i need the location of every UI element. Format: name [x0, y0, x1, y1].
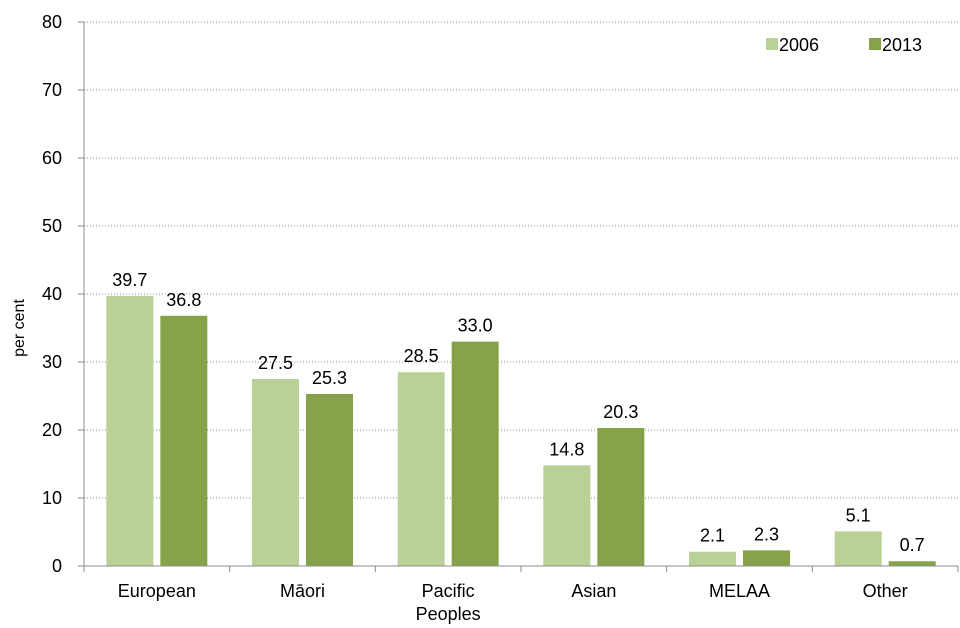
legend-swatch-2013: [869, 38, 881, 50]
data-label: 39.7: [112, 270, 147, 290]
y-tick-label: 30: [42, 352, 62, 372]
data-label: 2.3: [754, 524, 779, 544]
legend-label: 2013: [882, 35, 922, 55]
y-tick-label: 80: [42, 12, 62, 32]
x-axis-labels: European Māori Pacific Peoples Asian MELAA Oth…: [118, 581, 908, 624]
data-label: 2.1: [700, 526, 725, 546]
y-axis-ticks: 0 10 20 30 40 50 60 70 80: [42, 12, 84, 576]
axes: [83, 22, 959, 572]
bar-2013: [597, 427, 645, 566]
bar-2006: [252, 379, 299, 566]
y-tick-label: 50: [42, 216, 62, 236]
bar-2006: [397, 372, 445, 566]
bar-2013: [451, 341, 499, 566]
data-label: 5.1: [846, 505, 871, 525]
bar-2013: [160, 315, 208, 566]
bar-2006: [543, 465, 591, 566]
bar-2006: [689, 551, 736, 566]
bar-2006: [834, 531, 882, 566]
y-tick-label: 70: [42, 80, 62, 100]
data-label: 0.7: [900, 535, 925, 555]
gridlines: [84, 21, 958, 499]
y-tick-label: 10: [42, 488, 62, 508]
data-label: 25.3: [312, 368, 347, 388]
bar-2013: [888, 561, 936, 566]
y-tick-label: 0: [52, 556, 62, 576]
data-labels: 39.7 36.8 27.5 25.3 28.5 33.0 14.8 20.3 2.1 2.3 5.…: [112, 270, 924, 555]
legend-label: 2006: [779, 35, 819, 55]
x-tick-label: Pacific: [422, 581, 475, 601]
data-label: 33.0: [458, 316, 493, 336]
legend: 2006 2013: [766, 35, 922, 55]
data-label: 14.8: [549, 439, 584, 459]
x-tick-label: MELAA: [709, 581, 770, 601]
bar-2013: [743, 550, 790, 566]
data-label: 28.5: [404, 346, 439, 366]
data-label: 20.3: [603, 402, 638, 422]
x-tick-label: Māori: [280, 581, 325, 601]
y-axis-title: per cent: [11, 299, 28, 357]
legend-swatch-2006: [766, 38, 778, 50]
data-label: 27.5: [258, 353, 293, 373]
bar-2013: [306, 393, 353, 566]
y-tick-label: 40: [42, 284, 62, 304]
bar-2006: [106, 296, 154, 566]
data-label: 36.8: [166, 290, 201, 310]
y-tick-label: 20: [42, 420, 62, 440]
x-tick-label: Peoples: [416, 604, 481, 624]
x-tick-label: Asian: [571, 581, 616, 601]
x-tick-label: Other: [863, 581, 908, 601]
bars: [106, 296, 936, 566]
y-tick-label: 60: [42, 148, 62, 168]
x-tick-label: European: [118, 581, 196, 601]
